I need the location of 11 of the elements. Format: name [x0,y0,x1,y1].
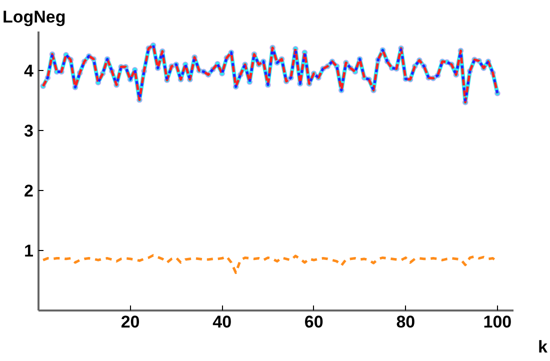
x-tick-label: 60 [304,312,324,332]
x-tick-label: 40 [212,312,232,332]
y-tick-label: 4 [24,62,34,80]
x-tick-label: 100 [483,312,512,332]
x-tick-label: 20 [120,312,140,332]
y-tick-label: 3 [24,122,34,140]
y-axis-title: LogNeg [2,8,66,26]
x-tick-label: 80 [396,312,416,332]
y-tick-label: 2 [24,182,34,200]
y-tick-label: 1 [24,242,34,260]
x-axis-title: k [538,338,548,356]
